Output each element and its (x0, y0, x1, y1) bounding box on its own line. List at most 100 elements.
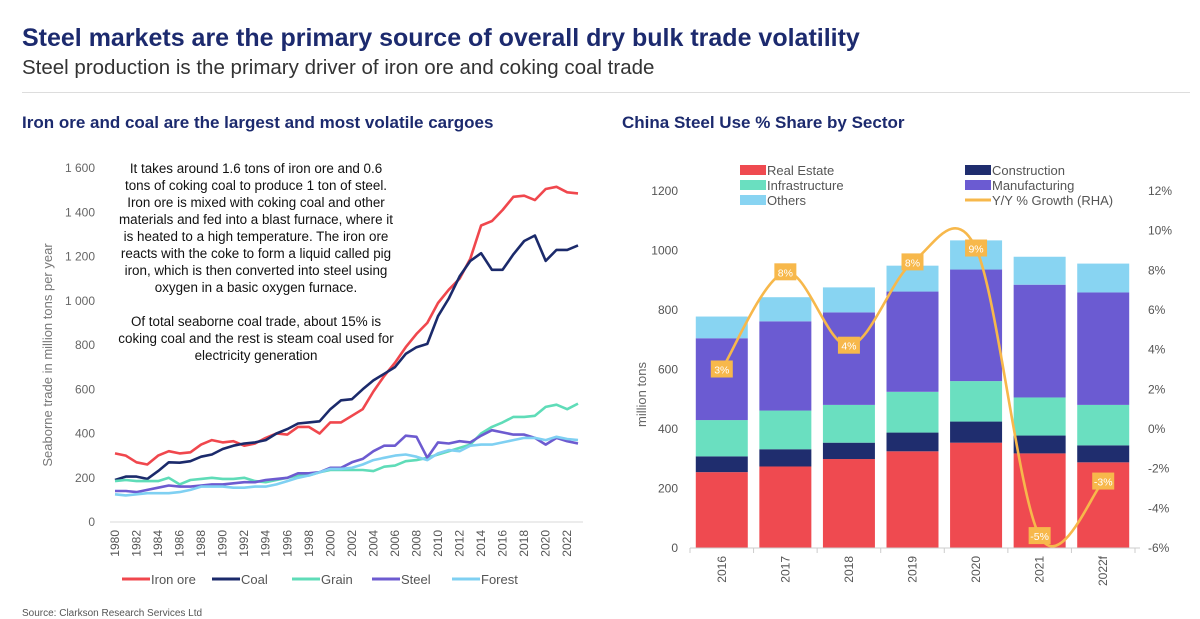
bar-segment-real-estate (886, 451, 939, 548)
y-axis-title: Seaborne trade in million tons per year (40, 243, 55, 467)
y-tick-label: 600 (658, 363, 678, 377)
y-tick-label: 1200 (651, 184, 678, 198)
x-tick-label: 2008 (409, 530, 423, 557)
x-tick-label: 2020 (969, 556, 983, 583)
bar-segment-construction (759, 449, 812, 467)
legend-swatch (740, 180, 766, 190)
x-tick-label: 1994 (259, 530, 273, 557)
growth-label: 3% (714, 365, 729, 377)
y2-tick-label: -4% (1148, 501, 1170, 515)
x-tick-label: 2014 (474, 530, 488, 557)
series-line-iron-ore (114, 185, 579, 466)
x-tick-label: 2018 (517, 530, 531, 557)
bar-segment-infrastructure (759, 410, 812, 450)
y2-tick-label: 12% (1148, 184, 1172, 198)
y2-tick-label: -2% (1148, 462, 1170, 476)
x-tick-label: 1990 (216, 530, 230, 557)
legend-label: Construction (992, 163, 1065, 178)
legend-swatch (965, 165, 991, 175)
y-tick-label: 1000 (651, 244, 678, 258)
x-tick-label: 2004 (366, 530, 380, 557)
bar-segment-construction (886, 432, 939, 452)
growth-label-box (837, 336, 860, 354)
bar-segment-real-estate (950, 442, 1003, 548)
legend-label: Others (767, 193, 807, 208)
x-tick-label: 1996 (280, 530, 294, 557)
bar-segment-infrastructure (1077, 404, 1130, 446)
annotation-paragraph-2: Of total seaborne coal trade, about 15% … (118, 314, 394, 363)
x-tick-label: 2021 (1033, 556, 1047, 583)
legend-swatch (965, 180, 991, 190)
bar-segment-infrastructure (950, 381, 1003, 422)
x-tick-label: 2018 (842, 556, 856, 583)
y2-tick-label: 6% (1148, 303, 1166, 317)
x-tick-label: 2019 (906, 556, 920, 583)
x-tick-label: 1984 (151, 530, 165, 557)
y2-tick-label: 10% (1148, 224, 1172, 238)
x-tick-label: 1982 (130, 530, 144, 557)
growth-label-box (965, 239, 988, 257)
y-tick-label: 1 000 (65, 294, 95, 308)
growth-label-box (901, 253, 924, 271)
x-tick-label: 2017 (778, 556, 792, 583)
x-tick-label: 2002 (345, 530, 359, 557)
x-tick-label: 2010 (431, 530, 445, 557)
y-tick-label: 200 (75, 471, 95, 485)
legend-label: Y/Y % Growth (RHA) (992, 193, 1113, 208)
y2-tick-label: 0% (1148, 422, 1166, 436)
x-tick-label: 2020 (539, 530, 553, 557)
y-tick-label: 1 200 (65, 250, 95, 264)
y2-tick-label: -6% (1148, 541, 1170, 555)
growth-label: 4% (841, 341, 856, 353)
bar-segment-others (822, 287, 875, 313)
divider (22, 92, 1190, 93)
growth-label: 9% (968, 244, 983, 256)
legend-swatch (740, 195, 766, 205)
bar-segment-construction (822, 442, 875, 460)
chart-annotation: It takes around 1.6 tons of iron ore and… (118, 160, 394, 364)
bar-segment-real-estate (695, 472, 748, 548)
bar-segment-manufacturing (695, 338, 748, 421)
growth-label-box (1092, 472, 1115, 490)
x-tick-label: 2000 (323, 530, 337, 557)
y-tick-label: 200 (658, 482, 678, 496)
bar-segment-infrastructure (695, 420, 748, 457)
y2-tick-label: 2% (1148, 382, 1166, 396)
bar-segment-manufacturing (950, 269, 1003, 382)
x-tick-label: 2012 (453, 530, 467, 557)
x-tick-label: 1998 (302, 530, 316, 557)
source-note: Source: Clarkson Research Services Ltd (22, 608, 203, 619)
x-tick-label: 2022f (1096, 555, 1110, 586)
y-tick-label: 600 (75, 382, 95, 396)
legend-label: Manufacturing (992, 178, 1074, 193)
bar-segment-construction (950, 421, 1003, 443)
legend-label: Infrastructure (767, 178, 844, 193)
x-tick-label: 2016 (715, 556, 729, 583)
legend-swatch (740, 165, 766, 175)
legend-label: Steel (401, 572, 431, 587)
growth-label-box (1028, 527, 1051, 545)
bar-segment-infrastructure (886, 391, 939, 433)
x-tick-label: 1980 (108, 530, 122, 557)
growth-label-box (710, 360, 733, 378)
series-line-grain (114, 402, 579, 486)
y-tick-label: 400 (75, 427, 95, 441)
bar-segment-others (759, 297, 812, 322)
x-tick-label: 2016 (496, 530, 510, 557)
y-tick-label: 0 (88, 515, 95, 529)
y2-tick-label: 4% (1148, 343, 1166, 357)
page-title: Steel markets are the primary source of … (22, 24, 860, 52)
y-tick-label: 800 (75, 338, 95, 352)
y-axis-title: million tons (634, 361, 649, 427)
bar-segment-real-estate (822, 459, 875, 548)
bar-segment-others (695, 316, 748, 339)
legend-label: Coal (241, 572, 268, 587)
x-tick-label: 2006 (388, 530, 402, 557)
x-tick-label: 1986 (173, 530, 187, 557)
legend-label: Forest (481, 572, 518, 587)
growth-label: -5% (1030, 531, 1049, 543)
bar-segment-infrastructure (822, 404, 875, 443)
x-tick-label: 1988 (194, 530, 208, 557)
annotation-paragraph-1: It takes around 1.6 tons of iron ore and… (119, 161, 393, 295)
